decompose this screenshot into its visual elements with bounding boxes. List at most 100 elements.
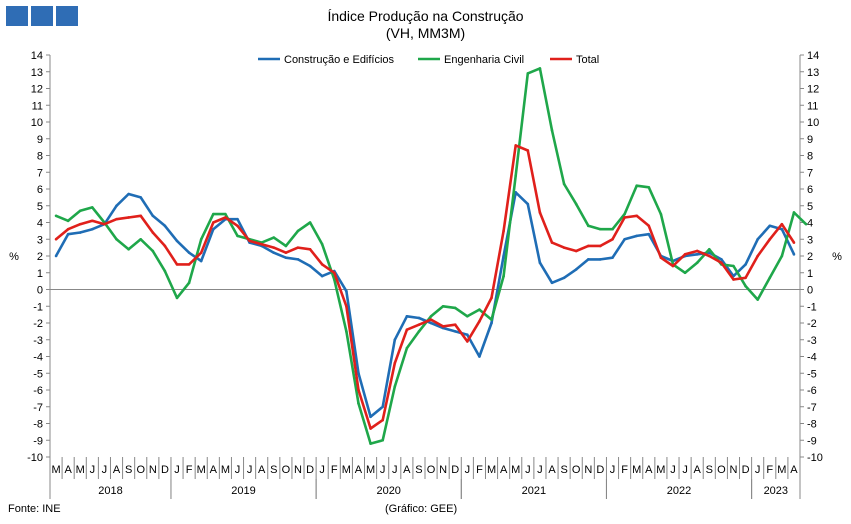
y-tick-label-left: -1 [33, 301, 43, 313]
data-point [695, 261, 699, 265]
x-month-label: N [294, 464, 302, 476]
y-axis-label-left: % [9, 251, 19, 263]
y-tick-label-right: 4 [807, 218, 813, 230]
legend-entry: Engenharia Civil [444, 54, 524, 66]
x-month-label: F [476, 464, 483, 476]
data-point [780, 254, 784, 258]
x-month-label: A [548, 464, 556, 476]
data-point [599, 227, 602, 231]
data-point [756, 254, 759, 258]
data-point [683, 253, 687, 256]
x-month-label: M [656, 464, 665, 476]
data-point [502, 229, 505, 233]
data-point [490, 318, 493, 321]
data-point [187, 251, 191, 254]
data-point [635, 234, 638, 238]
y-axis-left: -10-9-8-7-6-5-4-3-2-10123456789101112131… [9, 50, 50, 464]
x-month-label: J [670, 464, 676, 476]
series-line-construcao-e-edificios [54, 191, 796, 419]
y-tick-label-right: 2 [807, 251, 813, 263]
data-point [139, 196, 143, 199]
data-point [502, 254, 505, 258]
data-point [732, 278, 735, 281]
x-month-label: A [403, 464, 411, 476]
data-point [187, 281, 191, 285]
data-point [611, 227, 614, 231]
y-tick-label-left: 5 [37, 201, 43, 213]
data-point [308, 221, 312, 224]
data-point [284, 244, 288, 248]
data-point [417, 330, 421, 333]
x-month-label: D [306, 464, 314, 476]
data-point [381, 418, 384, 422]
data-point [780, 227, 784, 231]
data-point [744, 276, 747, 280]
data-point [647, 232, 651, 236]
data-point [393, 338, 397, 342]
data-point [369, 427, 372, 430]
data-point [417, 323, 421, 326]
data-point [296, 246, 300, 249]
data-point [780, 222, 784, 226]
x-month-label: J [235, 464, 241, 476]
x-month-label: M [197, 464, 206, 476]
series-points-construcao-e-edificios [54, 191, 796, 419]
x-month-label: O [282, 464, 291, 476]
data-point [345, 289, 348, 293]
x-month-label: A [210, 464, 218, 476]
y-tick-label-left: 4 [37, 218, 43, 230]
data-point [683, 271, 687, 275]
x-month-label: A [64, 464, 72, 476]
data-point [695, 249, 699, 253]
data-point [792, 253, 796, 256]
data-point [635, 214, 638, 218]
y-tick-label-right: 7 [807, 167, 813, 179]
data-point [66, 232, 70, 236]
data-point [562, 276, 566, 280]
data-point [792, 211, 796, 214]
y-tick-label-right: 9 [807, 134, 813, 146]
x-month-label: J [755, 464, 761, 476]
data-point [393, 361, 397, 365]
data-point [466, 340, 469, 343]
x-month-label: A [113, 464, 121, 476]
y-tick-label-right: 13 [807, 67, 819, 79]
x-year-label: 2020 [376, 485, 400, 497]
y-tick-label-right: 10 [807, 117, 819, 129]
data-point [272, 251, 276, 254]
x-year-label: 2019 [231, 485, 255, 497]
data-point [212, 227, 215, 231]
x-month-label: S [706, 464, 713, 476]
x-month-label: J [682, 464, 688, 476]
data-point [284, 251, 288, 254]
x-month-label: N [729, 464, 737, 476]
data-point [357, 402, 360, 405]
y-tick-label-right: 1 [807, 268, 813, 280]
y-tick-label-left: -6 [33, 385, 43, 397]
data-point [514, 174, 518, 177]
data-point [296, 258, 300, 261]
data-point [224, 212, 227, 216]
x-month-label: O [427, 464, 436, 476]
data-point [115, 237, 118, 241]
data-point [768, 276, 772, 280]
data-point [320, 263, 324, 266]
data-point [490, 296, 493, 300]
data-point [550, 241, 554, 244]
data-point [720, 258, 723, 261]
data-point [357, 388, 360, 392]
data-point [429, 321, 433, 325]
y-tick-label-right: -9 [807, 435, 817, 447]
data-point [66, 227, 70, 231]
data-point [707, 248, 711, 251]
data-point [732, 264, 735, 268]
data-point [587, 224, 590, 228]
data-point [91, 206, 94, 209]
y-tick-label-left: 9 [37, 134, 43, 146]
data-point [236, 234, 239, 238]
data-point [248, 239, 251, 243]
x-month-label: O [572, 464, 581, 476]
y-tick-label-left: 2 [37, 251, 43, 263]
logo-square-2 [31, 6, 53, 26]
data-point [54, 254, 58, 258]
